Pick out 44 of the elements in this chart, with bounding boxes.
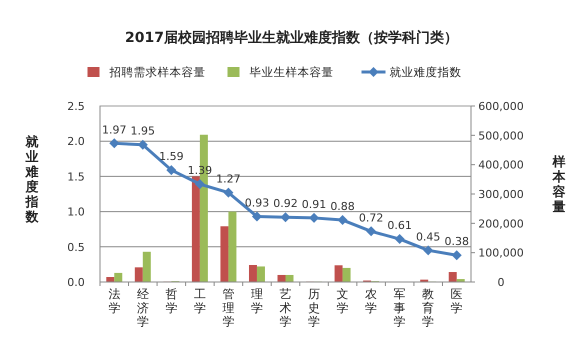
y-tick-label: 0.5 [67, 240, 85, 254]
y-tick-label: 2.0 [67, 135, 85, 148]
legend-label: 毕业生样本容量 [250, 65, 334, 79]
y-tick-label: 1.0 [67, 206, 85, 219]
data-label: 0.93 [244, 196, 270, 210]
chart-title: 2017届校园招聘毕业生就业难度指数（按学科门类） [125, 29, 458, 46]
data-label: 1.27 [216, 172, 241, 186]
x-tick-label: 经济学 [136, 287, 149, 329]
x-tick-label: 法学 [108, 287, 120, 315]
x-tick-label: 管理学 [222, 287, 234, 329]
x-tick-label: 文学 [336, 287, 349, 315]
data-label: 1.95 [130, 124, 156, 138]
data-label: 0.91 [302, 198, 326, 211]
data-label: 0.88 [330, 200, 355, 214]
x-tick-label: 教育学 [422, 287, 434, 329]
x-tick-label: 历史学 [308, 287, 320, 329]
y2-tick-label: 0 [498, 276, 504, 289]
y2-tick-label: 300,000 [478, 188, 524, 201]
data-label: 1.59 [159, 150, 184, 164]
data-label: 0.45 [416, 230, 440, 244]
y-tick-label: 0.0 [67, 276, 85, 289]
y-tick-label: 1.5 [67, 170, 85, 184]
data-label: 0.38 [444, 235, 469, 248]
y2-tick-label: 600,000 [478, 100, 524, 113]
y-tick-label: 2.5 [67, 100, 85, 113]
data-label: 0.61 [387, 219, 412, 232]
x-tick-label: 工学 [194, 287, 206, 315]
y2-tick-label: 500,000 [478, 129, 524, 142]
data-label: 0.72 [358, 211, 384, 224]
x-tick-label: 农学 [365, 287, 378, 315]
x-tick-label: 医学 [450, 287, 463, 315]
y2-tick-label: 100,000 [478, 246, 524, 260]
y2-tick-label: 400,000 [478, 158, 524, 172]
data-label: 0.92 [273, 197, 298, 210]
x-tick-label: 理学 [250, 287, 263, 315]
legend-label: 招聘需求样本容量 [108, 65, 206, 79]
y2-tick-label: 200,000 [478, 217, 524, 230]
legend-label: 就业难度指数 [390, 65, 462, 79]
y-axis-title: 就业难度指数 [24, 134, 40, 225]
y2-axis-title: 样本容量 [552, 155, 566, 215]
x-tick-label: 军事学 [394, 287, 406, 329]
data-label: 1.97 [102, 123, 127, 136]
x-tick-label: 艺术学 [280, 287, 292, 329]
x-tick-label: 哲学 [165, 287, 178, 315]
